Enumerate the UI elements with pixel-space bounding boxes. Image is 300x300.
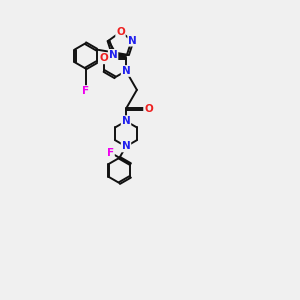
- Text: F: F: [107, 148, 114, 158]
- Text: N: N: [122, 116, 130, 126]
- Text: F: F: [82, 86, 89, 96]
- Text: N: N: [109, 50, 118, 60]
- Text: O: O: [116, 27, 125, 37]
- Text: N: N: [128, 36, 137, 46]
- Text: N: N: [122, 66, 130, 76]
- Text: N: N: [122, 142, 130, 152]
- Text: O: O: [99, 53, 108, 63]
- Text: O: O: [144, 104, 153, 114]
